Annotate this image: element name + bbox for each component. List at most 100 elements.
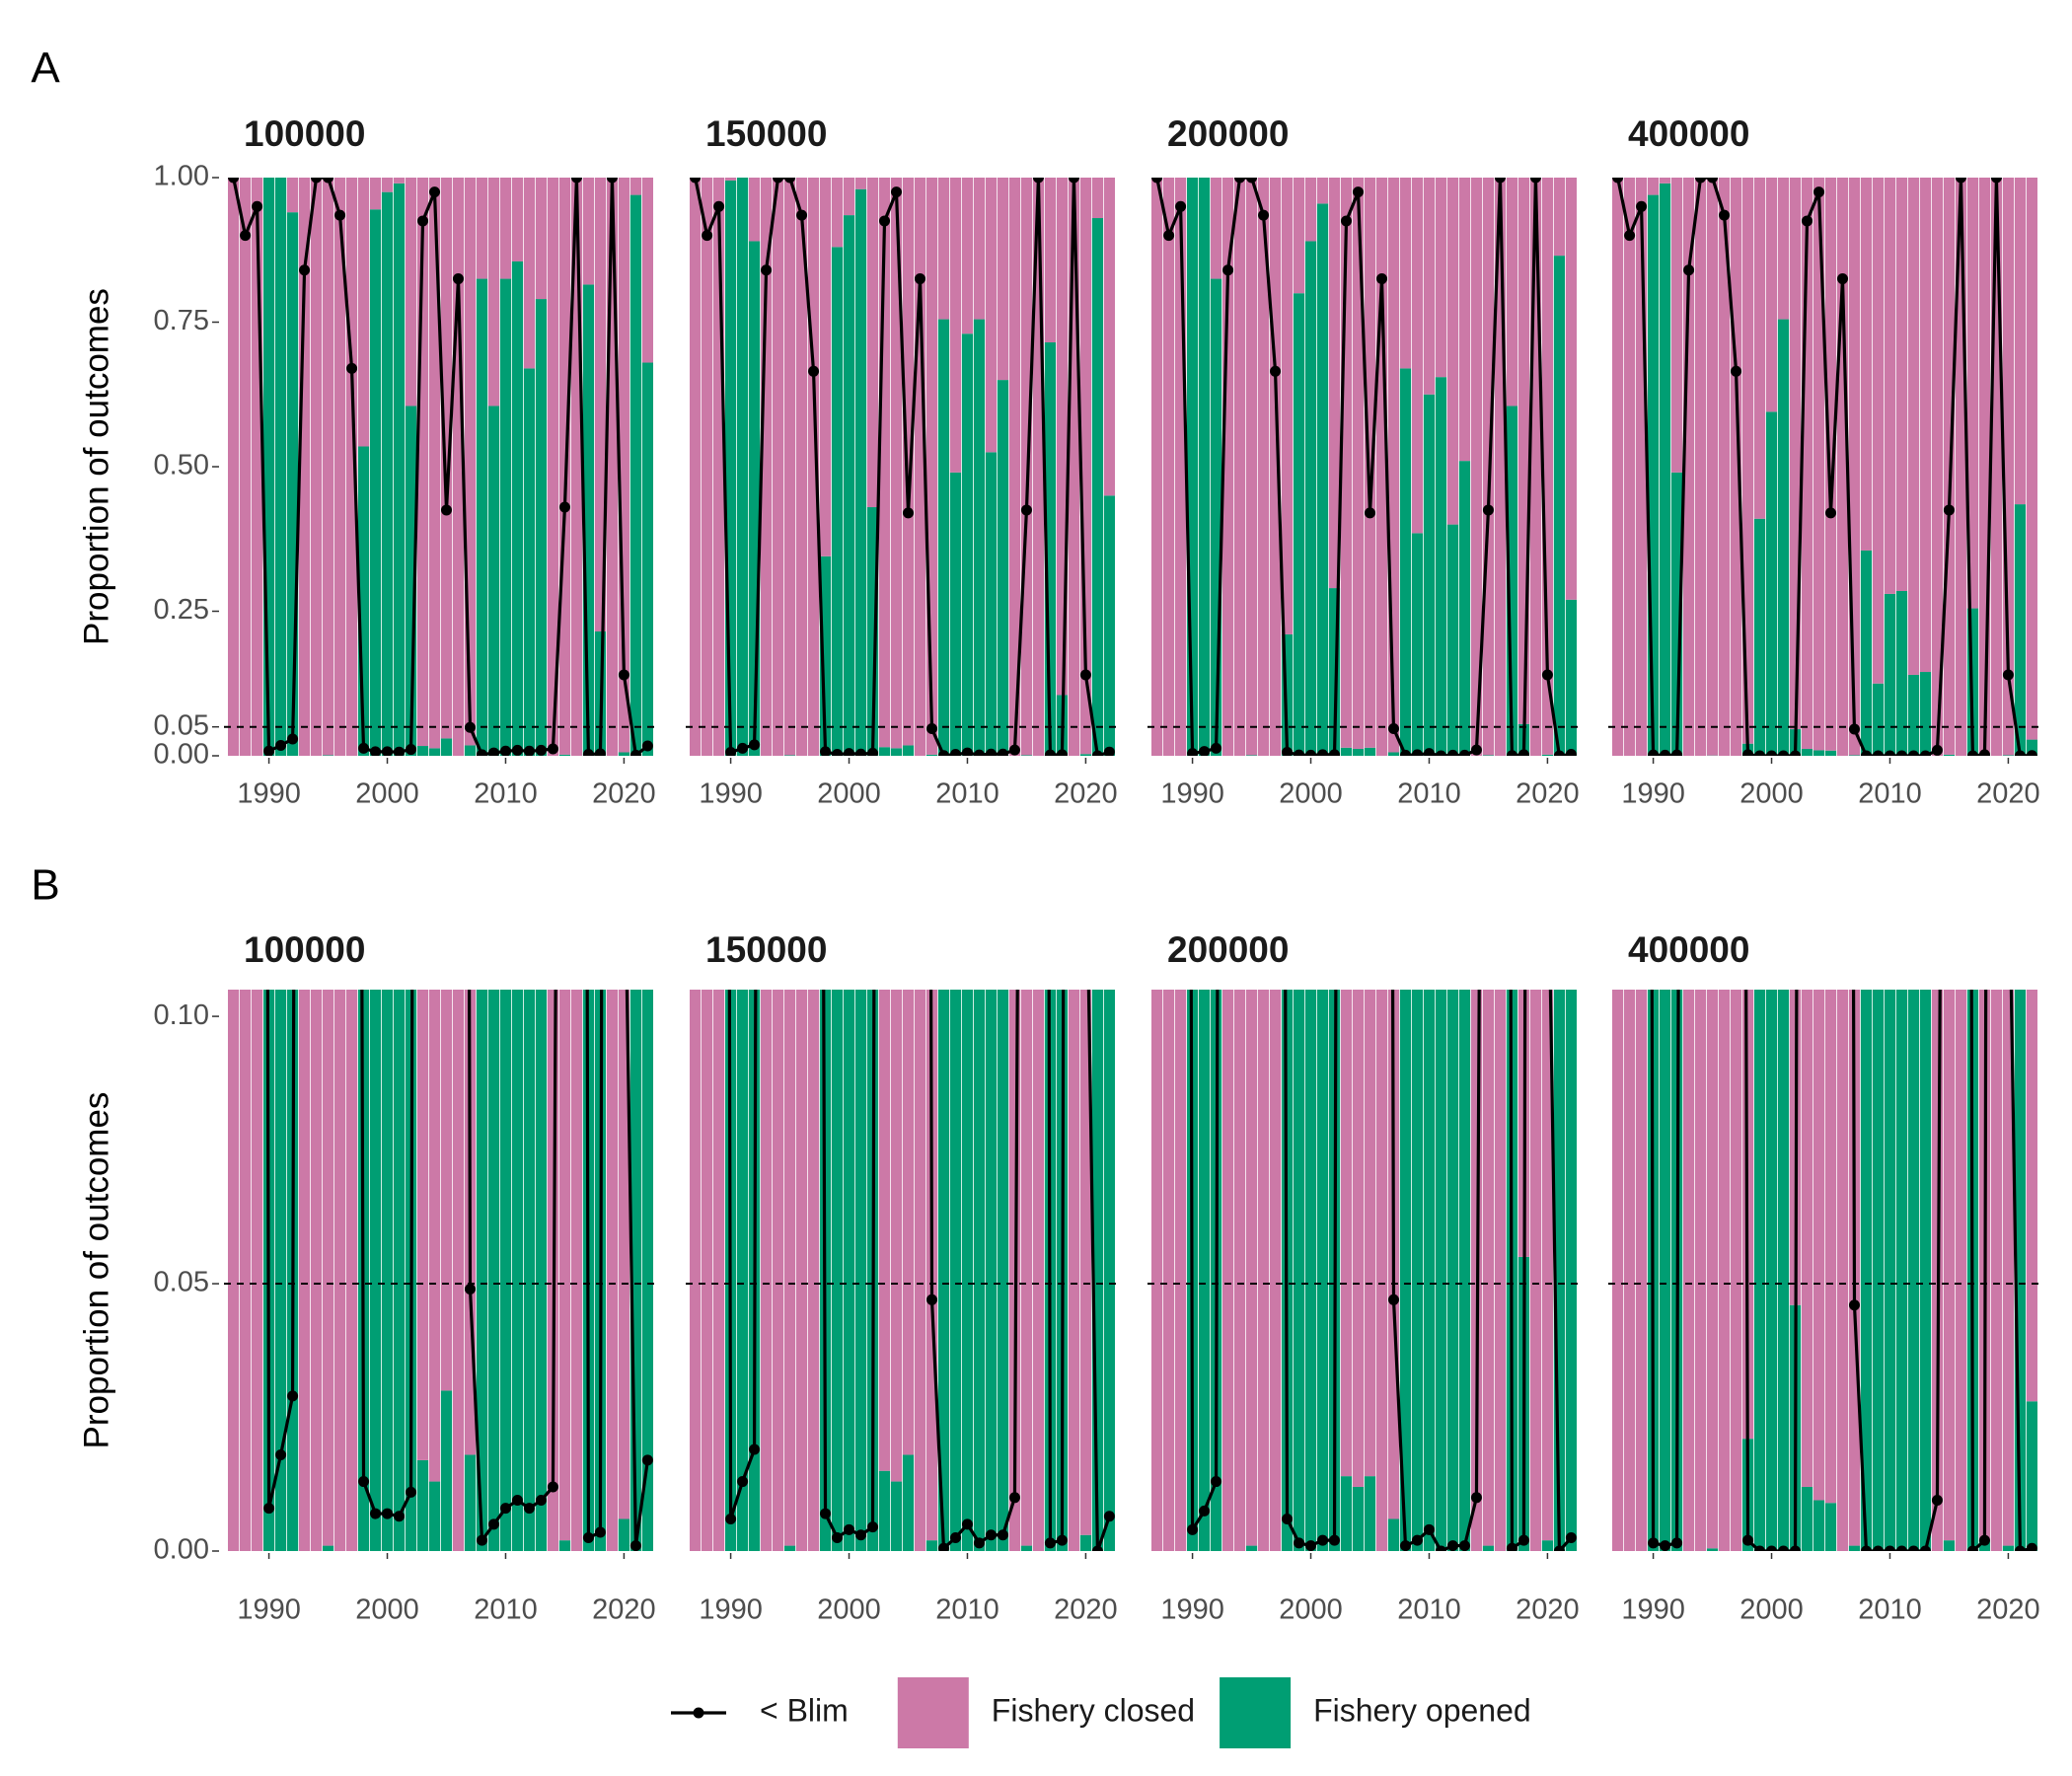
bar-segment [1162,178,1175,756]
blim-point [1458,749,1470,756]
bar-segment [1387,1518,1400,1551]
bar-segment [369,209,382,756]
bar-segment [641,178,654,363]
bar-segment [878,747,891,756]
bar-segment [890,990,903,1482]
blim-point [1565,749,1577,756]
bar-segment [1541,178,1554,755]
bar-segment [819,178,832,556]
bar-segment [440,1390,453,1551]
y-tick-label: 0.00 [154,1534,209,1566]
bar-segment [1103,990,1116,1551]
bar-segment [1446,990,1459,1551]
bar-segment [1765,990,1778,1551]
bar-segment [1233,178,1246,756]
bar-segment [558,754,571,756]
bar-segment [1789,178,1802,730]
bar-segment [1458,990,1471,1551]
bar-segment [1020,755,1033,756]
blim-point [1103,1511,1115,1522]
x-tick-label: 2010 [935,1594,999,1626]
bar-segment [322,990,334,1546]
bar-segment [1848,755,1861,756]
bar-segment [1741,178,1754,744]
bar-segment [925,754,938,756]
bar-segment [1730,990,1742,1551]
x-tick-label: 2000 [1739,1594,1804,1626]
bar-segment [1541,990,1554,1541]
blim-point [1103,746,1115,756]
blim-point [1742,1534,1754,1546]
blim-point [1423,1523,1435,1535]
bar-segment [772,178,784,756]
bar-segment [298,990,311,1551]
bar-segment [1967,0,1978,187]
blim-point [252,200,263,212]
bar-segment [1801,178,1813,749]
bar-segment [1340,178,1353,748]
bar-segment [629,194,642,756]
bar-segment [1813,750,1825,756]
x-tick-label: 2010 [1858,1594,1922,1626]
bar-segment [1753,518,1766,756]
blim-point [1683,264,1695,276]
bar-segment [1824,750,1837,756]
panel-title: 400000 [1628,929,1749,970]
bar-segment [1682,178,1695,756]
blim-point [1458,1540,1470,1551]
blim-point [949,1531,961,1543]
blim-line [232,178,649,756]
bar-segment [618,752,630,756]
bar-segment [1765,178,1778,412]
blim-point [1056,749,1068,756]
bar-segment [748,241,761,756]
bar-segment [985,178,998,453]
blim-point [358,1476,370,1488]
bar-segment [854,990,867,1551]
blim-point [641,740,653,752]
bar-segment [1955,990,1967,1551]
bar-segment [1032,178,1045,756]
blim-point [523,1503,535,1515]
bar-segment [1245,1545,1258,1551]
bar-segment [1647,194,1660,756]
bar-segment [1506,406,1518,756]
bar-segment [582,178,595,285]
blim-point [535,744,547,756]
bar-segment [1494,990,1507,1551]
blim-point [1943,504,1955,516]
bar-segment [1245,755,1258,756]
bar-segment [393,178,406,184]
bar-segment [1541,754,1554,756]
bar-segment [1293,293,1305,756]
bar-segment [1079,178,1092,755]
x-tick-label: 1990 [237,1594,301,1626]
bar-segment [783,1545,796,1551]
bar-segment [1990,990,2003,1551]
blim-point [1446,1540,1458,1551]
bar-segment [854,178,867,189]
y-tick-label: 1.00 [154,161,209,192]
blim-point [1860,1545,1872,1551]
blim-point [1766,750,1778,756]
bar-segment [381,191,394,756]
bar-segment [1777,178,1790,320]
bar-segment [1848,1545,1861,1551]
bar-segment [1872,178,1885,684]
blim-point [1802,215,1813,227]
blim-point [1294,749,1305,756]
blim-point [844,1523,855,1535]
blim-point [1305,749,1317,756]
blim-point [832,749,844,756]
panel-title: 150000 [705,113,827,154]
blim-point [1506,750,1517,756]
bar-segment [2002,1545,2015,1551]
bar-segment [1044,342,1057,756]
blim-point [973,749,985,756]
bar-segment [1435,178,1447,378]
bar-segment [440,990,453,1391]
bar-segment [1777,990,1790,1551]
bar-segment [1682,990,1695,1551]
blim-point [1423,748,1435,756]
bar-segment [416,990,429,1460]
